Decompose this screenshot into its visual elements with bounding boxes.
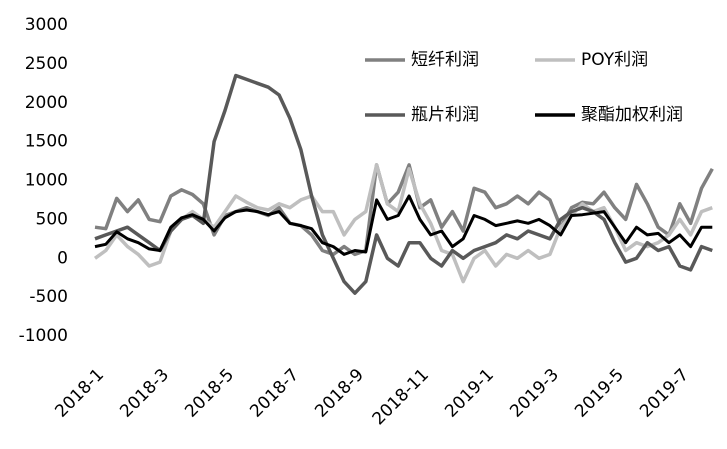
legend-label: 瓶片利润 — [411, 105, 479, 125]
y-tick-label: 2000 — [25, 93, 68, 113]
x-tick-label: 2018-5 — [181, 365, 238, 422]
y-tick-label: 500 — [36, 209, 68, 229]
y-tick-label: 1000 — [25, 171, 68, 191]
x-tick-label: 2019-5 — [571, 365, 628, 422]
x-tick-label: 2018-11 — [369, 365, 433, 429]
x-tick-label: 2018-9 — [311, 365, 368, 422]
series-line — [94, 194, 713, 256]
x-tick-label: 2019-7 — [636, 365, 693, 422]
legend-label: 短纤利润 — [411, 50, 479, 70]
x-tick-label: 2018-7 — [246, 365, 303, 422]
x-tick-label: 2018-3 — [116, 365, 173, 422]
y-tick-label: 1500 — [25, 132, 68, 152]
y-tick-label: 3000 — [25, 15, 68, 35]
x-tick-label: 2019-3 — [506, 365, 563, 422]
y-tick-label: -500 — [29, 287, 68, 307]
legend-label: 聚酯加权利润 — [581, 105, 683, 125]
x-tick-label: 2018-1 — [51, 365, 108, 422]
series-line — [94, 73, 713, 295]
y-tick-label: -1000 — [19, 326, 68, 346]
legend-label: POY利润 — [581, 50, 648, 70]
series-line — [94, 163, 714, 257]
y-tick-label: 0 — [57, 248, 68, 268]
y-tick-label: 2500 — [25, 54, 68, 74]
x-tick-label: 2019-1 — [441, 365, 498, 422]
